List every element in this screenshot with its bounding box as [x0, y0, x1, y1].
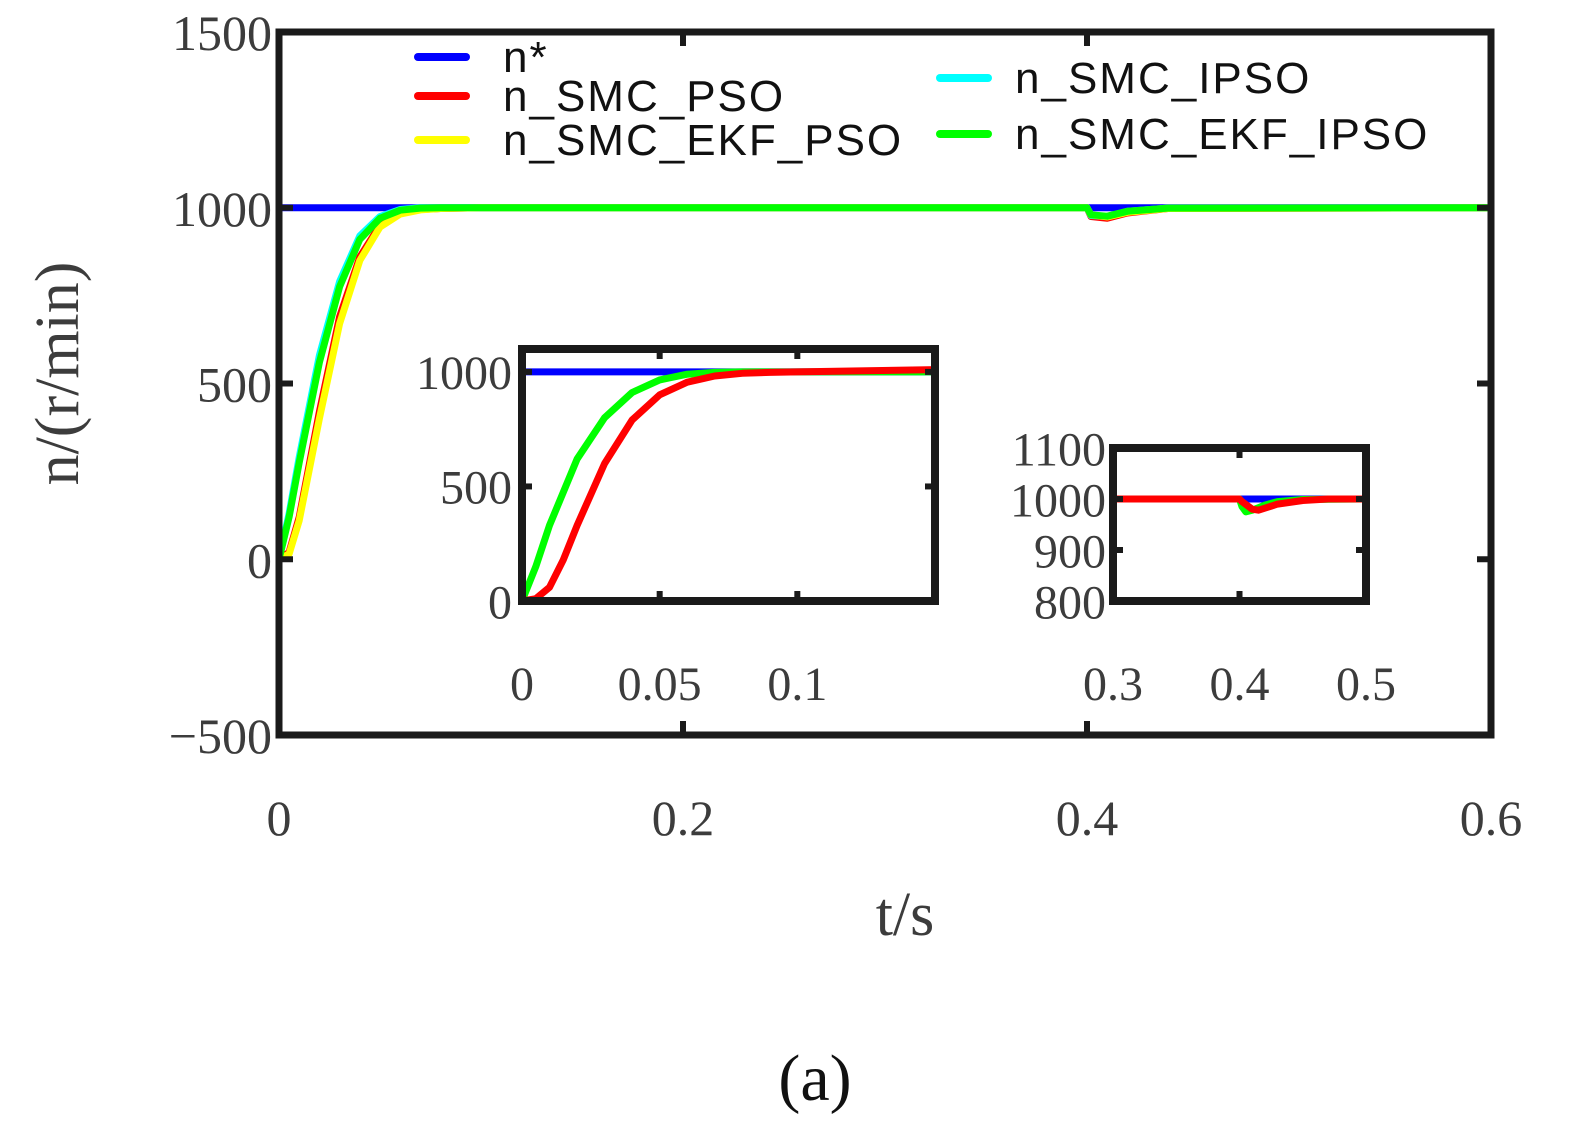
series-group [279, 204, 1491, 563]
legend-label-n-smc-ekf-pso: n_SMC_EKF_PSO [503, 116, 903, 165]
legend-label-n-smc-ekf-ipso: n_SMC_EKF_IPSO [1015, 110, 1429, 159]
y-tick-label: 500 [440, 462, 512, 515]
plot-frame [518, 345, 939, 605]
y-tick-label: −500 [169, 708, 272, 764]
series-line-n-smc-pso [522, 366, 935, 601]
y-tick-label: 0 [488, 576, 512, 629]
x-tick-label: 0.6 [1460, 790, 1523, 846]
y-tick-label: 1100 [1012, 423, 1106, 476]
main-chart: 0 0.2 0.4 0.6 −500 0 500 1000 1500 t/s n/(r/min) [24, 5, 1522, 949]
x-tick-label: 0.2 [652, 790, 715, 846]
y-tick-label: 1500 [172, 5, 272, 61]
x-axis-label: t/s [876, 881, 935, 949]
series-group [1113, 495, 1366, 516]
y-tick-label: 1000 [1010, 474, 1106, 527]
y-tick-label: 0 [247, 532, 272, 588]
y-tick-label: 900 [1034, 525, 1106, 578]
x-tick-label: 0.05 [618, 658, 702, 711]
series-line-n-smc-pso [1113, 495, 1366, 514]
y-tick-label: 500 [197, 357, 272, 413]
x-tick-label: 0.4 [1210, 658, 1270, 711]
x-tick-label: 0.4 [1056, 790, 1119, 846]
y-tick-label: 800 [1034, 576, 1106, 629]
legend-label-n-smc-ipso: n_SMC_IPSO [1015, 54, 1311, 103]
figure-caption: (a) [778, 1042, 851, 1115]
x-tick-label: 0.3 [1083, 658, 1143, 711]
x-tick-label: 0 [267, 790, 292, 846]
y-tick-label: 1000 [416, 347, 512, 400]
y-tick-label: 1000 [172, 181, 272, 237]
x-tick-label: 0.1 [767, 658, 827, 711]
x-tick-label: 0 [510, 658, 534, 711]
y-axis-label: n/(r/min) [24, 262, 92, 486]
series-group [522, 366, 935, 601]
inset-background [1113, 448, 1366, 601]
x-tick-label: 0.5 [1336, 658, 1396, 711]
legend-label-n: n* [503, 33, 549, 82]
series-line-n-smc-ekf-ipso [279, 204, 1491, 563]
inset-background [522, 349, 935, 601]
inset-chart-startup: 0 0.05 0.1 0 500 1000 [416, 345, 939, 711]
legend-label-n-smc-pso: n_SMC_PSO [503, 72, 785, 121]
legend: n*n_SMC_PSO n_SMC_IPSO n_SMC_EKF_PSO n_SMC_… [414, 33, 1429, 165]
